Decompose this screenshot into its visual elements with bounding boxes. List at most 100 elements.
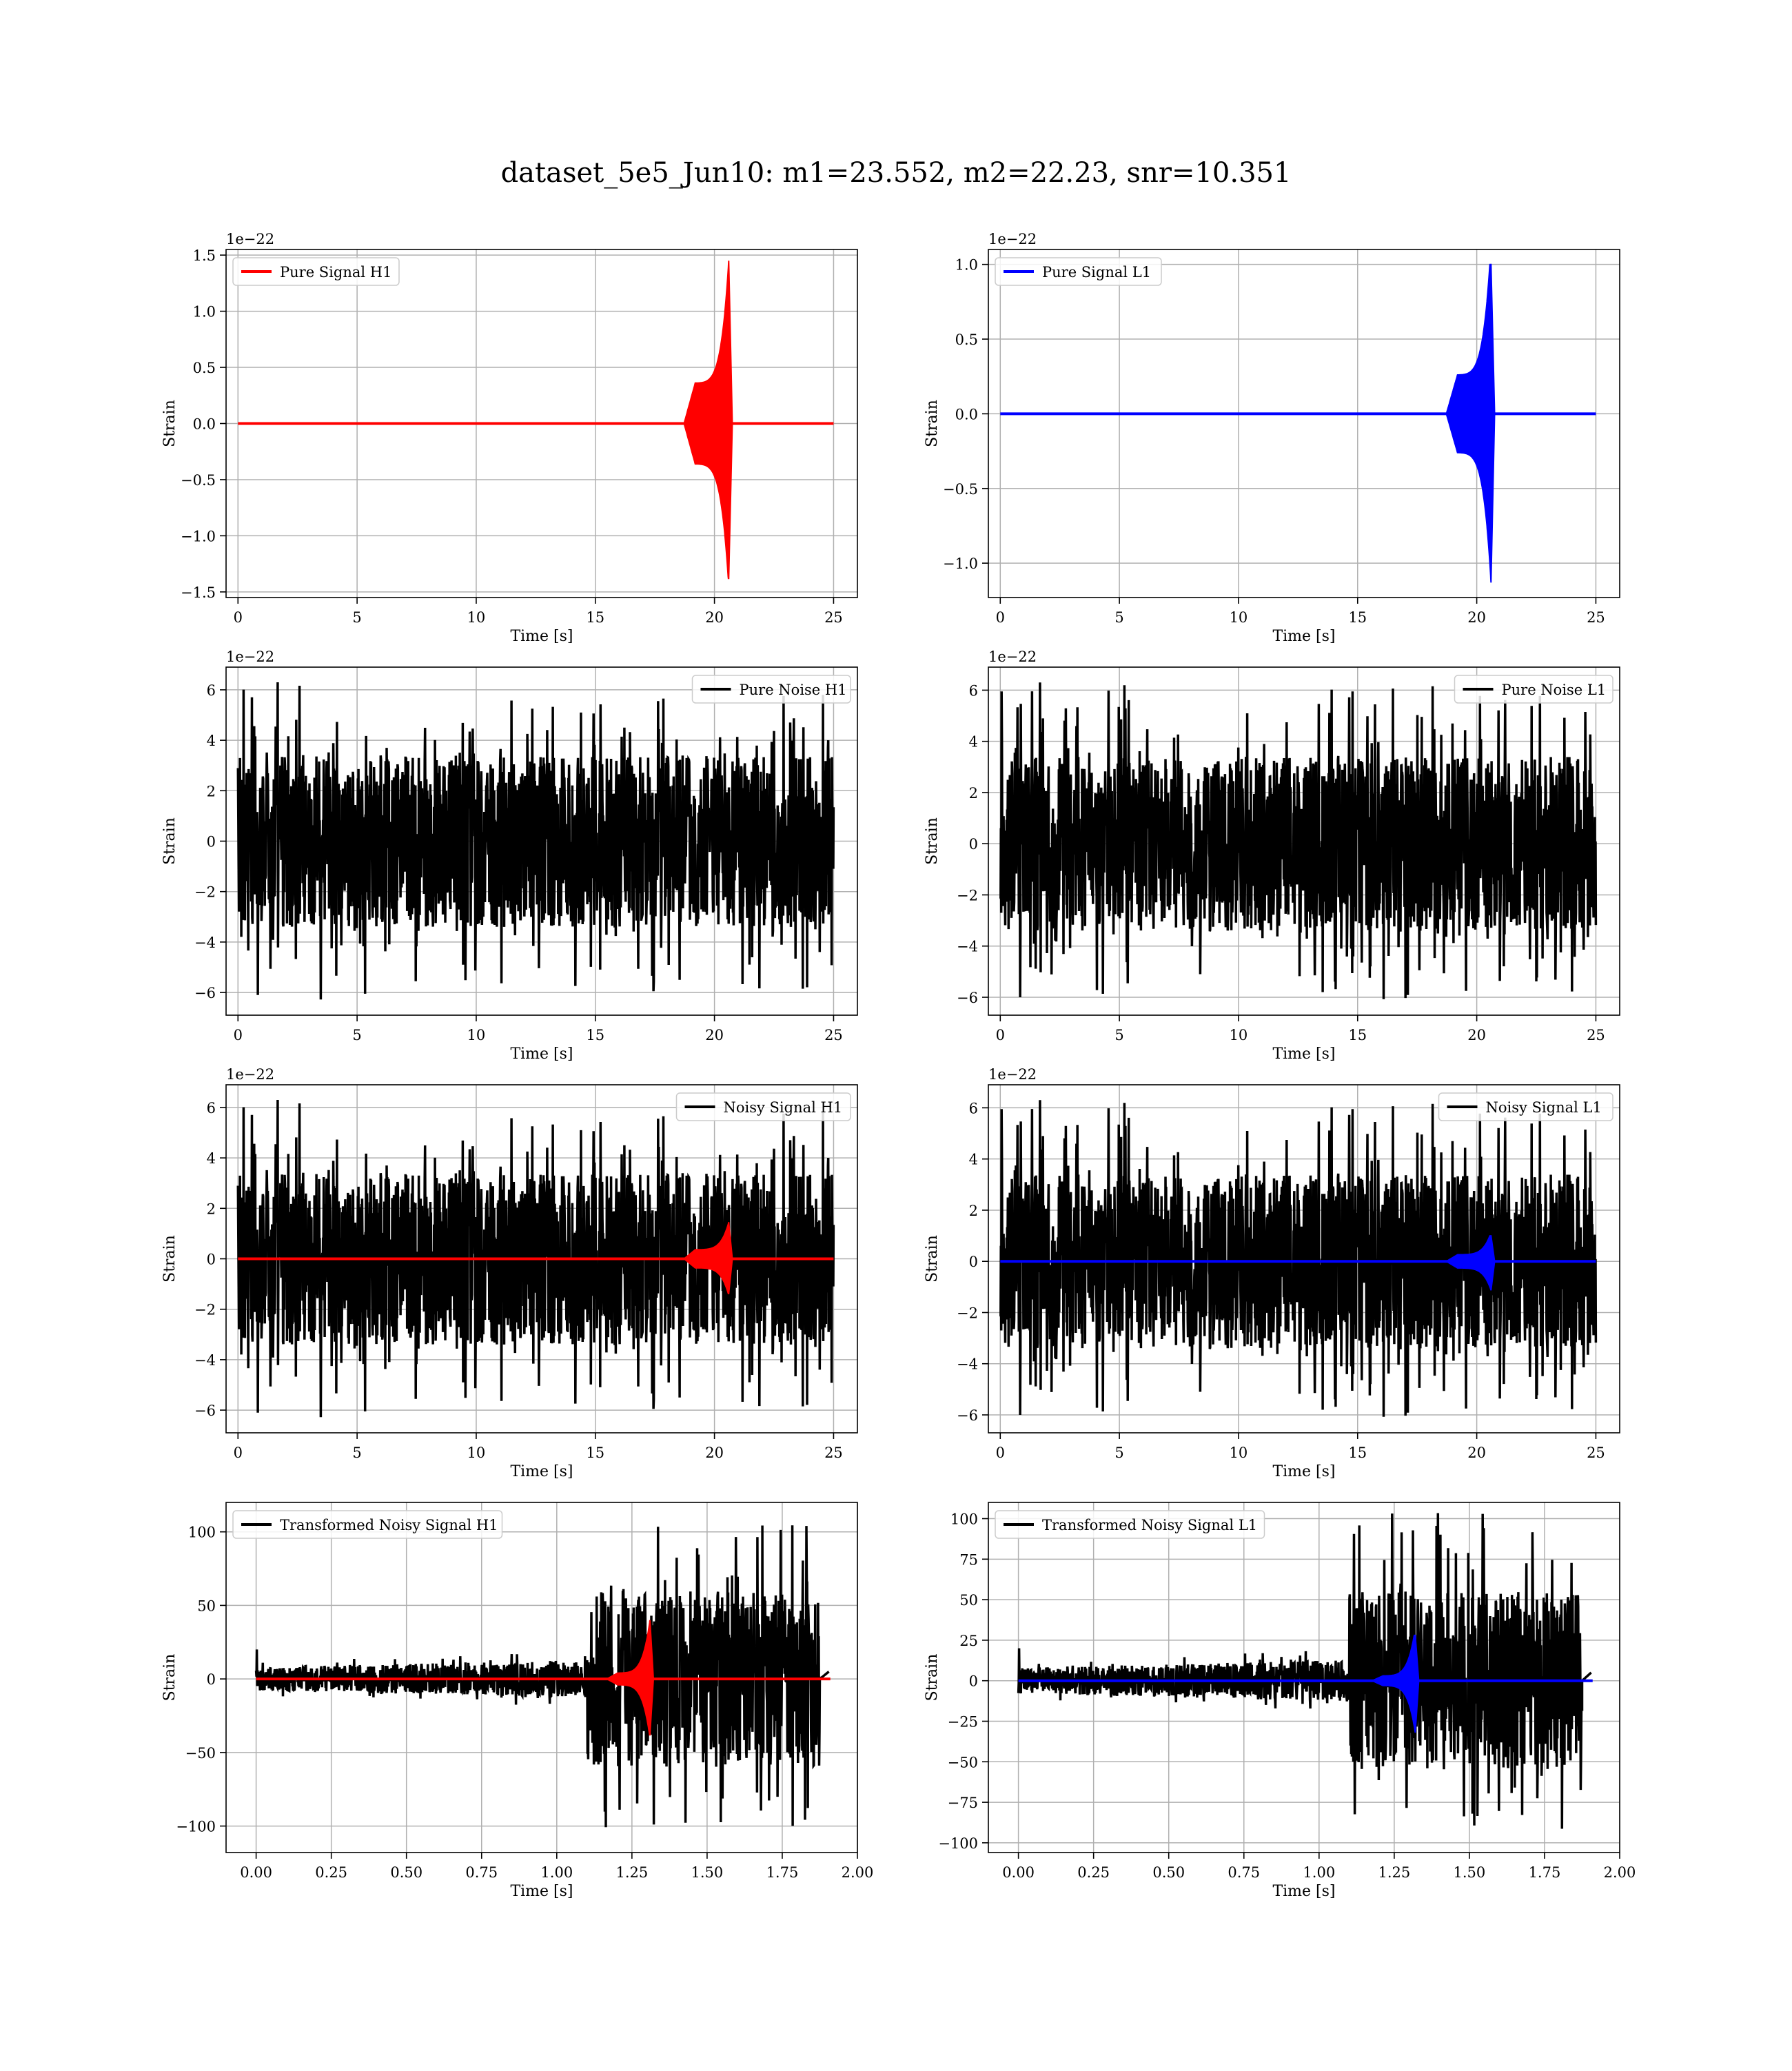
x-tick-label: 25 bbox=[1587, 609, 1605, 626]
legend-label: Transformed Noisy Signal H1 bbox=[280, 1517, 498, 1533]
x-tick-label: 10 bbox=[467, 609, 486, 626]
x-tick-label: 15 bbox=[1348, 609, 1367, 626]
y-tick-label: 0 bbox=[969, 1254, 978, 1270]
legend: Pure Noise H1 bbox=[691, 675, 851, 704]
series-envelope-signal bbox=[682, 1222, 733, 1294]
subplot-pure-noise-h1: 0 5 10 15 20 25 −6 −4 −2 0 2 4 6 Time [s] Strain 1e−22 P… bbox=[161, 649, 858, 1063]
y-tick-label: −2 bbox=[957, 1305, 978, 1321]
x-axis-label: Time [s] bbox=[510, 628, 573, 645]
y-tick-label: −25 bbox=[948, 1714, 978, 1731]
x-tick-label: 1.75 bbox=[766, 1864, 799, 1881]
legend-label: Pure Noise L1 bbox=[1502, 682, 1607, 698]
y-tick-label: 2 bbox=[207, 1201, 216, 1217]
x-tick-label: 10 bbox=[1230, 1027, 1248, 1043]
y-tick-label: 0.0 bbox=[955, 406, 978, 422]
x-tick-label: 5 bbox=[352, 609, 361, 626]
legend-label: Pure Noise H1 bbox=[740, 682, 847, 698]
series-envelope-signal bbox=[605, 1620, 655, 1736]
x-tick-label: 2.00 bbox=[842, 1864, 874, 1881]
y-axis-label: Strain bbox=[924, 817, 941, 865]
series-line-transformed-noisy-signal-h1 bbox=[254, 1525, 830, 1828]
y-tick-label: −6 bbox=[194, 1402, 216, 1419]
y-tick-label: −4 bbox=[957, 1356, 978, 1373]
series-line-transformed-noisy-signal-l1 bbox=[1017, 1513, 1592, 1829]
legend-frame bbox=[1454, 675, 1613, 704]
y-tick-label: −1.5 bbox=[181, 584, 216, 601]
x-tick-label: 25 bbox=[824, 1027, 843, 1043]
x-tick-label: 2.00 bbox=[1604, 1864, 1636, 1881]
y-tick-label: 4 bbox=[969, 1152, 978, 1168]
y-tick-label: 6 bbox=[207, 682, 216, 699]
y-axis-label: Strain bbox=[161, 1235, 179, 1283]
axes-frame bbox=[988, 1084, 1620, 1434]
legend: Transformed Noisy Signal H1 bbox=[232, 1510, 503, 1539]
y-tick-label: 4 bbox=[969, 734, 978, 751]
y-tick-label: 0.0 bbox=[193, 416, 216, 433]
x-tick-label: 10 bbox=[1230, 1445, 1248, 1461]
y-axis-label: Strain bbox=[924, 1235, 941, 1283]
legend-label: Pure Signal L1 bbox=[1042, 264, 1151, 280]
y-tick-label: 0.5 bbox=[193, 360, 216, 376]
x-tick-label: 20 bbox=[705, 1445, 724, 1461]
legend: Pure Signal H1 bbox=[232, 257, 400, 286]
subplot-pure-signal-l1: 0 5 10 15 20 25 −1.0 −0.5 0.0 0.5 1.0 Time [s] Strai… bbox=[924, 231, 1620, 645]
x-tick-label: 0 bbox=[234, 1027, 243, 1043]
y-tick-label: −6 bbox=[957, 1407, 978, 1424]
y-tick-label: 0 bbox=[207, 834, 216, 850]
axis-offset-label: 1e−22 bbox=[226, 1066, 274, 1083]
subplot-noisy-signal-l1: 0 5 10 15 20 25 −6 −4 −2 0 2 4 6 Time [s] Strain 1e−22 N… bbox=[924, 1066, 1620, 1480]
y-tick-label: 6 bbox=[969, 1100, 978, 1116]
axis-offset-label: 1e−22 bbox=[988, 649, 1037, 665]
y-tick-label: 0 bbox=[969, 836, 978, 853]
legend-frame bbox=[691, 675, 851, 704]
legend-label: Noisy Signal H1 bbox=[724, 1099, 843, 1116]
x-tick-label: 0.50 bbox=[1152, 1864, 1185, 1881]
x-tick-label: 0 bbox=[234, 609, 243, 626]
y-tick-label: 4 bbox=[207, 1150, 216, 1167]
legend-frame bbox=[675, 1092, 851, 1121]
y-tick-label: −2 bbox=[194, 884, 216, 901]
subplot-transformed-noisy-signal-h1: 0.00 0.25 0.50 0.75 1.00 1.25 1.50 1.75 2.00 −100… bbox=[161, 1502, 873, 1900]
x-tick-label: 0 bbox=[234, 1445, 243, 1461]
x-tick-label: 20 bbox=[1467, 1445, 1486, 1461]
x-tick-label: 0.25 bbox=[1077, 1864, 1110, 1881]
y-tick-label: −4 bbox=[957, 939, 978, 955]
plot-area bbox=[238, 261, 834, 580]
x-tick-label: 15 bbox=[586, 1445, 604, 1461]
legend-frame bbox=[995, 257, 1162, 286]
y-tick-label: 0 bbox=[207, 1671, 216, 1688]
plot-area bbox=[1017, 1513, 1593, 1829]
x-axis-label: Time [s] bbox=[510, 1883, 573, 1900]
x-tick-label: 0.75 bbox=[1228, 1864, 1260, 1881]
x-tick-label: 1.00 bbox=[1303, 1864, 1335, 1881]
x-tick-label: 15 bbox=[1348, 1027, 1367, 1043]
y-tick-label: 50 bbox=[197, 1598, 216, 1614]
x-tick-label: 15 bbox=[1348, 1445, 1367, 1461]
y-tick-label: 75 bbox=[959, 1551, 978, 1568]
x-tick-label: 0 bbox=[996, 1027, 1005, 1043]
y-tick-label: 2 bbox=[969, 1203, 978, 1219]
x-tick-label: 25 bbox=[1587, 1027, 1605, 1043]
y-tick-label: −1.0 bbox=[943, 555, 978, 572]
x-tick-label: 0.00 bbox=[240, 1864, 272, 1881]
y-tick-label: 6 bbox=[207, 1100, 216, 1116]
series-envelope-signal bbox=[1370, 1634, 1420, 1733]
x-tick-label: 15 bbox=[586, 1027, 604, 1043]
y-axis-label: Strain bbox=[924, 400, 941, 447]
subplot-pure-noise-l1: 0 5 10 15 20 25 −6 −4 −2 0 2 4 6 Time [s] Strain 1e−22 P… bbox=[924, 649, 1620, 1063]
series-line-pure-noise-l1 bbox=[999, 682, 1598, 999]
plot-area bbox=[1000, 263, 1596, 583]
legend: Noisy Signal L1 bbox=[1438, 1092, 1613, 1121]
x-tick-label: 25 bbox=[824, 609, 843, 626]
y-tick-label: −1.0 bbox=[181, 528, 216, 544]
x-tick-label: 5 bbox=[1114, 609, 1123, 626]
y-tick-label: −2 bbox=[194, 1302, 216, 1318]
series-line-noisy-signal-h1 bbox=[236, 1099, 835, 1418]
series-envelope-pure-signal-h1 bbox=[683, 261, 733, 580]
plot-area bbox=[999, 682, 1598, 999]
y-tick-label: 25 bbox=[959, 1633, 978, 1649]
plot-area bbox=[236, 1099, 835, 1418]
y-tick-label: 4 bbox=[207, 733, 216, 749]
